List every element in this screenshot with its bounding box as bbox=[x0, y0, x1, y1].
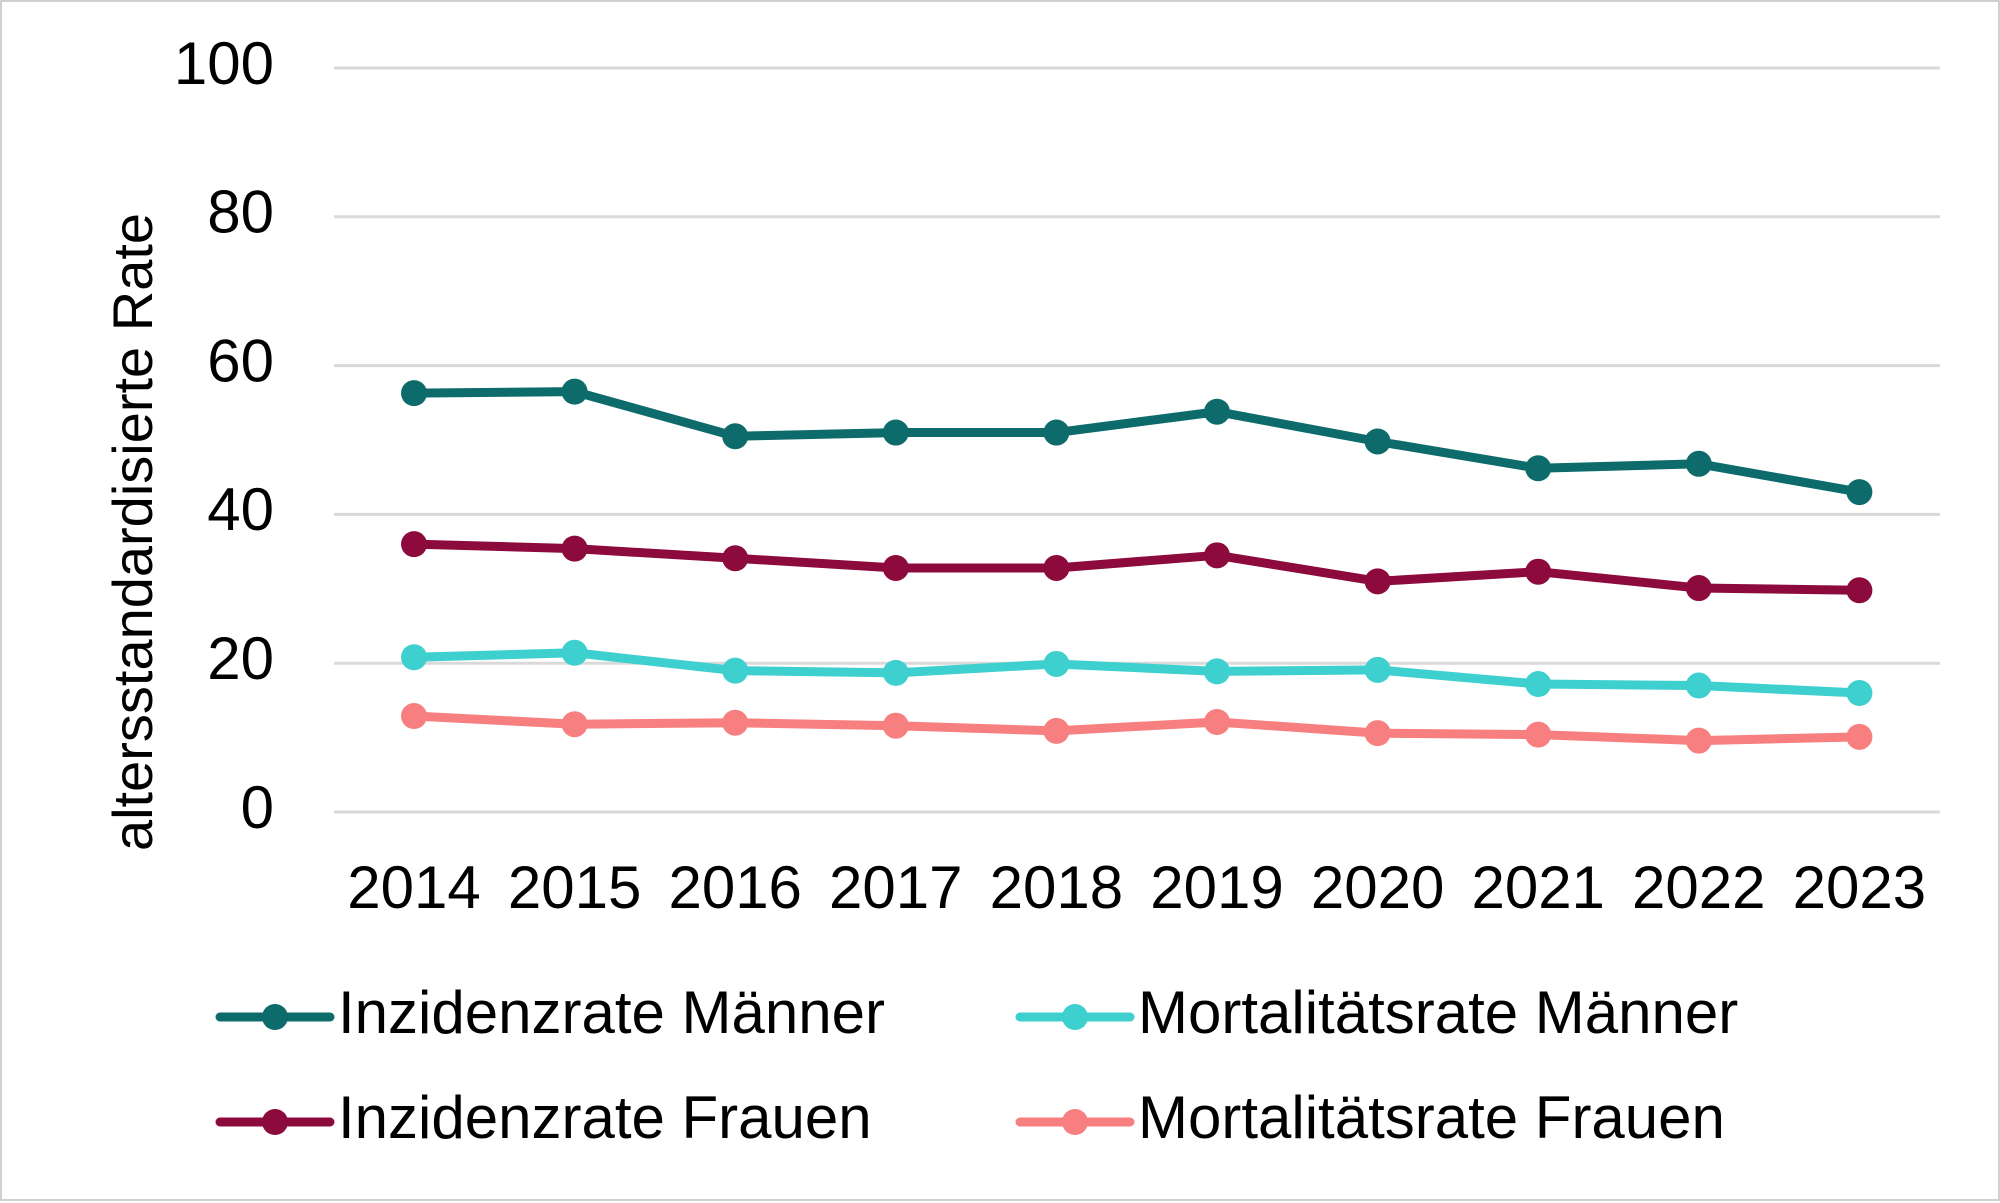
x-tick-label: 2023 bbox=[1793, 854, 1926, 921]
data-point bbox=[1525, 558, 1552, 585]
data-point bbox=[1204, 658, 1230, 685]
y-tick-label: 60 bbox=[207, 327, 274, 394]
data-point bbox=[1364, 568, 1391, 595]
data-point bbox=[722, 545, 749, 572]
y-tick-label: 0 bbox=[241, 774, 274, 841]
series-line bbox=[409, 711, 1864, 746]
x-tick-label: 2020 bbox=[1311, 854, 1444, 921]
data-point bbox=[401, 531, 427, 558]
legend-label: Inzidenzrate Frauen bbox=[338, 1084, 872, 1151]
data-point bbox=[561, 711, 588, 738]
data-point bbox=[1846, 723, 1873, 750]
data-point bbox=[1685, 575, 1712, 602]
data-point bbox=[1685, 727, 1712, 754]
data-point bbox=[1846, 577, 1873, 604]
legend-item: Inzidenzrate Männer bbox=[215, 979, 885, 1046]
x-axis-ticks: 2014 2015 2016 2017 2018 2019 2020 2021 2022 2023 bbox=[347, 854, 1926, 921]
legend-item: Inzidenzrate Frauen bbox=[215, 1084, 872, 1151]
data-point bbox=[1043, 717, 1070, 744]
legend-swatch-marker bbox=[262, 1109, 288, 1135]
series-line bbox=[409, 648, 1864, 698]
data-point bbox=[882, 419, 909, 446]
y-tick-label: 20 bbox=[207, 625, 274, 692]
legend-item: Mortalitätsrate Frauen bbox=[1015, 1084, 1725, 1151]
x-tick-label: 2019 bbox=[1150, 854, 1283, 921]
data-point bbox=[1364, 656, 1391, 683]
data-point bbox=[1685, 450, 1712, 477]
data-point bbox=[1364, 428, 1391, 455]
y-axis-label: altersstandardisierte Rate bbox=[101, 213, 164, 851]
x-tick-label: 2021 bbox=[1471, 854, 1604, 921]
y-tick-label: 40 bbox=[207, 476, 274, 543]
x-tick-label: 2017 bbox=[829, 854, 962, 921]
x-tick-label: 2018 bbox=[990, 854, 1123, 921]
data-point bbox=[722, 423, 749, 450]
data-point bbox=[401, 380, 427, 407]
data-point bbox=[561, 639, 588, 666]
y-tick-label: 80 bbox=[207, 179, 274, 246]
x-tick-label: 2014 bbox=[347, 854, 480, 921]
data-point bbox=[722, 709, 749, 736]
y-tick-label: 100 bbox=[174, 30, 274, 97]
legend: Inzidenzrate Männer Mortalitätsrate Männe… bbox=[215, 979, 1738, 1151]
legend-label: Mortalitätsrate Männer bbox=[1138, 979, 1738, 1046]
data-point bbox=[1685, 672, 1712, 699]
data-point bbox=[882, 554, 909, 581]
legend-label: Mortalitätsrate Frauen bbox=[1138, 1084, 1725, 1151]
y-axis-ticks: 0 20 40 60 80 100 bbox=[174, 30, 274, 841]
gridlines bbox=[334, 66, 1940, 814]
data-point bbox=[561, 535, 588, 562]
data-point bbox=[1204, 708, 1230, 735]
series-1 bbox=[401, 378, 1873, 506]
data-point bbox=[1043, 554, 1070, 581]
data-point bbox=[1846, 479, 1873, 506]
data-point bbox=[722, 657, 749, 684]
data-point bbox=[1043, 650, 1070, 677]
data-point bbox=[1204, 542, 1230, 569]
legend-item: Mortalitätsrate Männer bbox=[1015, 979, 1738, 1046]
series-3 bbox=[401, 531, 1873, 604]
data-point bbox=[1846, 679, 1873, 706]
data-point bbox=[401, 703, 427, 730]
data-point bbox=[1525, 455, 1552, 482]
data-point bbox=[1204, 398, 1230, 425]
legend-label: Inzidenzrate Männer bbox=[338, 979, 885, 1046]
data-point bbox=[1525, 671, 1552, 698]
series-lines bbox=[401, 378, 1873, 754]
series-4 bbox=[401, 703, 1873, 754]
x-tick-label: 2022 bbox=[1632, 854, 1765, 921]
data-point bbox=[401, 644, 427, 671]
legend-swatch-marker bbox=[262, 1004, 288, 1030]
data-point bbox=[1364, 720, 1391, 747]
legend-swatch-marker bbox=[1062, 1004, 1088, 1030]
data-point bbox=[1525, 721, 1552, 748]
data-point bbox=[882, 712, 909, 739]
data-point bbox=[882, 659, 909, 686]
series-line bbox=[409, 539, 1864, 595]
legend-swatch-marker bbox=[1062, 1109, 1088, 1135]
data-point bbox=[1043, 419, 1070, 446]
data-point bbox=[561, 378, 588, 405]
series-2 bbox=[401, 639, 1873, 706]
x-tick-label: 2015 bbox=[508, 854, 641, 921]
x-tick-label: 2016 bbox=[668, 854, 801, 921]
series-line bbox=[409, 387, 1864, 497]
